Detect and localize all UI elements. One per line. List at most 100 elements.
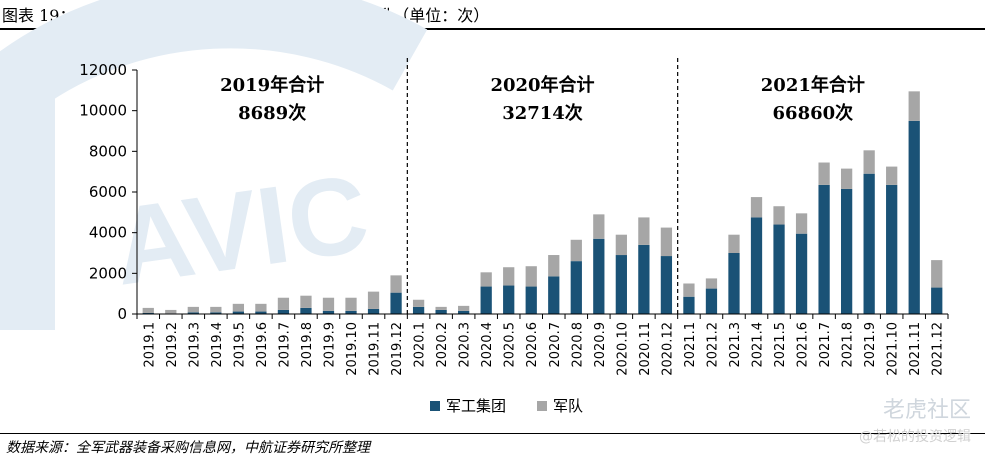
- bar-jundui-2021.6: [795, 213, 808, 234]
- bar-jungong-2019.7: [277, 309, 290, 314]
- legend-swatch: [537, 401, 547, 411]
- bar-jundui-2021.8: [840, 168, 853, 189]
- bar-jungong-2019.12: [390, 292, 402, 314]
- bar-jundui-2019.5: [232, 303, 245, 312]
- bar-jungong-2021.6: [795, 233, 808, 314]
- x-tick-label: 2021.3: [728, 322, 743, 368]
- x-tick-label: 2019.3: [187, 322, 202, 368]
- bar-jundui-2021.3: [728, 234, 740, 253]
- bar-jungong-2020.5: [503, 285, 515, 314]
- bar-jundui-2020.2: [435, 306, 447, 310]
- bar-jungong-2020.6: [525, 286, 537, 314]
- bar-jundui-2021.5: [773, 206, 785, 225]
- y-tick-label: 2000: [89, 264, 127, 282]
- annotation-label: 2020年合计: [490, 74, 594, 96]
- bar-jundui-2021.10: [886, 166, 898, 185]
- y-tick-label: 12000: [79, 61, 127, 79]
- y-tick-label: 6000: [89, 183, 127, 201]
- stacked-bar-chart: AVIC 0 2000 4000 6000 8000 10000 12000 2019.1 20…: [0, 0, 949, 415]
- y-tick-label: 0: [117, 305, 127, 323]
- x-tick-label: 2020.9: [593, 322, 608, 368]
- bar-jundui-2019.7: [277, 297, 290, 310]
- bar-jundui-2019.1: [142, 307, 154, 313]
- y-tick-label: 8000: [89, 142, 127, 160]
- bar-jundui-2021.11: [908, 91, 920, 121]
- x-tick-label: 2021.8: [841, 322, 856, 368]
- bar-jundui-2019.9: [322, 297, 335, 311]
- bar-jundui-2021.4: [750, 197, 763, 218]
- annotation-value: 32714次: [502, 102, 583, 124]
- bar-jungong-2021.1: [683, 296, 695, 314]
- bar-jungong-2019.10: [345, 310, 357, 314]
- bar-jungong-2019.3: [187, 312, 199, 314]
- x-tick-label: 2021.9: [863, 322, 878, 368]
- bar-jungong-2020.12: [660, 256, 673, 314]
- bar-jundui-2021.1: [683, 283, 695, 297]
- x-tick-label: 2021.5: [773, 322, 788, 368]
- x-tick-label: 2019.11: [368, 322, 383, 376]
- bar-jundui-2020.8: [570, 239, 582, 262]
- bar-jungong-2019.6: [255, 311, 267, 314]
- bar-jundui-2019.11: [367, 291, 380, 309]
- bar-jundui-2021.9: [863, 150, 875, 174]
- bar-jungong-2020.11: [638, 244, 650, 314]
- bar-jundui-2020.12: [660, 227, 673, 257]
- bar-jungong-2020.1: [412, 306, 425, 314]
- bar-jundui-2021.2: [705, 278, 718, 289]
- x-tick-label: 2020.10: [615, 322, 630, 376]
- x-tick-label: 2020.1: [413, 322, 428, 368]
- x-tick-label: 2020.5: [503, 322, 518, 368]
- bar-jungong-2020.2: [435, 309, 447, 314]
- legend-label: 军工集团: [446, 397, 506, 415]
- bar-jungong-2019.11: [367, 308, 380, 314]
- x-tick-label: 2019.5: [232, 322, 247, 368]
- bar-jundui-2020.9: [593, 214, 605, 239]
- bar-jundui-2020.5: [503, 267, 515, 286]
- x-tick-label: 2019.1: [142, 322, 157, 368]
- x-tick-label: 2021.11: [908, 322, 923, 376]
- x-tick-label: 2021.6: [796, 322, 811, 368]
- bar-jungong-2019.8: [300, 307, 312, 314]
- x-tick-label: 2021.1: [683, 322, 698, 368]
- bar-jundui-2019.8: [300, 295, 312, 308]
- bar-jungong-2020.7: [548, 276, 560, 314]
- x-tick-label: 2020.8: [570, 322, 585, 368]
- x-tick-label: 2020.7: [548, 322, 563, 368]
- bar-jungong-2020.8: [570, 261, 582, 314]
- annotation-value: 66860次: [773, 102, 854, 124]
- bar-jundui-2020.3: [458, 305, 470, 311]
- bar-jundui-2020.4: [480, 272, 492, 287]
- bar-jungong-2021.11: [908, 120, 920, 314]
- watermark-community: 老虎社区: [882, 398, 971, 423]
- x-tick-label: 2020.12: [660, 322, 675, 376]
- x-tick-label: 2019.2: [165, 322, 180, 368]
- annotation-label: 2019年合计: [220, 74, 324, 96]
- bar-jundui-2020.10: [615, 234, 627, 256]
- bar-jundui-2019.2: [165, 309, 177, 314]
- x-tick-label: 2019.7: [277, 322, 292, 368]
- bar-jungong-2021.4: [750, 217, 763, 314]
- x-tick-label: 2019.8: [300, 322, 315, 368]
- bar-jundui-2019.12: [390, 275, 402, 293]
- bar-jundui-2020.1: [412, 299, 425, 307]
- x-tick-label: 2020.11: [638, 322, 653, 376]
- top-rule: [0, 28, 985, 30]
- bar-jungong-2021.3: [728, 253, 740, 314]
- bar-jungong-2021.7: [818, 184, 830, 314]
- bar-jungong-2020.4: [480, 286, 492, 314]
- x-tick-label: 2019.9: [322, 322, 337, 368]
- bar-jundui-2021.12: [931, 260, 943, 288]
- bar-jundui-2020.6: [525, 266, 537, 287]
- x-tick-label: 2019.10: [345, 322, 360, 376]
- x-tick-label: 2020.2: [435, 322, 450, 368]
- x-tick-label: 2021.7: [818, 322, 833, 368]
- bar-jungong-2019.4: [210, 312, 222, 314]
- bar-jungong-2019.9: [322, 310, 335, 314]
- x-tick-label: 2020.4: [480, 322, 495, 368]
- x-tick-label: 2019.12: [390, 322, 405, 376]
- watermark-author: @若松的投资逻辑: [859, 429, 971, 445]
- y-tick-label: 10000: [79, 102, 127, 120]
- bar-jungong-2020.10: [615, 255, 627, 314]
- bar-jungong-2021.5: [773, 224, 785, 314]
- bar-jungong-2021.2: [705, 288, 718, 314]
